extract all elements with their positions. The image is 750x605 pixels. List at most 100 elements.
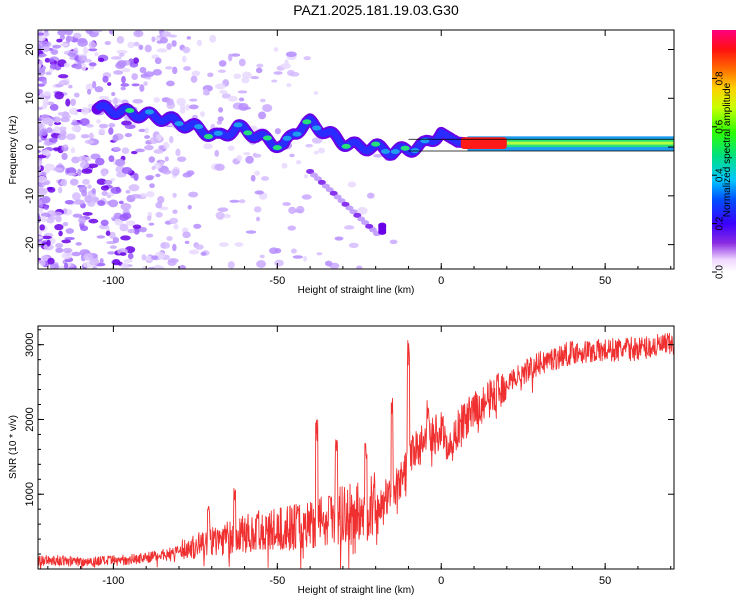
- spectrogram-noise-blob: [175, 148, 181, 157]
- spectrogram-noise-blob: [94, 51, 99, 57]
- spectrogram-noise-blob: [373, 154, 383, 158]
- spectrogram-noise-blob: [128, 184, 140, 192]
- spectrogram-noise-blob: [145, 175, 154, 181]
- spectrogram-noise-blob: [188, 191, 199, 198]
- spectrogram-noise-blob: [92, 265, 97, 269]
- spectrogram-noise-blob: [253, 153, 262, 158]
- spectrogram-noise-blob: [87, 163, 99, 169]
- spectrogram-noise-blob: [42, 78, 47, 86]
- spectrogram-noise-blob: [124, 132, 133, 138]
- y-tick-label: 3000: [24, 332, 36, 356]
- ridge-peak-core: [460, 137, 507, 150]
- spectrogram-streak-blob: [357, 216, 366, 222]
- spectrogram-noise-blob: [159, 36, 168, 44]
- spectrogram-noise-blob: [49, 58, 55, 63]
- spectrogram-noise-blob: [188, 249, 200, 255]
- spectrogram-noise-blob: [234, 242, 244, 247]
- spectrogram-noise-blob: [273, 47, 279, 52]
- spectrogram-noise-blob: [120, 83, 130, 87]
- spectrogram-noise-blob: [38, 106, 43, 111]
- spectrogram-noise-blob: [96, 235, 106, 239]
- spectrogram-noise-blob: [274, 259, 284, 267]
- spectrogram-noise-blob: [121, 167, 133, 174]
- spectrogram-noise-blob: [295, 160, 302, 165]
- spectrogram-noise-blob: [57, 133, 67, 141]
- spectrogram-noise-blob: [87, 184, 92, 189]
- spectrogram-noise-blob: [104, 179, 113, 185]
- spectrogram-noise-blob: [127, 41, 135, 49]
- spectrogram-streak-blob: [353, 212, 362, 218]
- spectrogram-noise-blob: [49, 215, 57, 220]
- spectrogram-noise-blob: [113, 146, 121, 151]
- spectrogram-noise-blob: [54, 223, 64, 231]
- spectrogram-noise-blob: [100, 185, 110, 191]
- ridge-blob: [371, 141, 381, 147]
- spectrogram-noise-blob: [172, 66, 178, 75]
- spectrogram-noise-blob: [356, 265, 363, 269]
- spectrogram-noise-blob: [77, 155, 88, 162]
- spectrogram-noise-blob: [120, 86, 126, 91]
- spectrogram-noise-blob: [38, 228, 42, 237]
- spectrogram-noise-blob: [324, 260, 333, 267]
- spectrogram-noise-blob: [121, 75, 126, 84]
- x-tick-label: -50: [269, 275, 285, 287]
- spectrogram-noise-blob: [256, 63, 264, 68]
- spectrogram-noise-blob: [168, 34, 178, 38]
- spectrogram-noise-blob: [127, 252, 134, 260]
- spectrogram-noise-blob: [100, 168, 107, 177]
- x-tick-label: -100: [102, 575, 124, 587]
- spectrogram-noise-blob: [95, 157, 105, 166]
- spectrogram-noise-blob: [88, 48, 98, 52]
- snr-series-line: [38, 332, 674, 569]
- spectrogram-noise-blob: [120, 262, 129, 269]
- spectrogram-noise-blob: [166, 80, 175, 87]
- spectrogram-noise-blob: [115, 158, 126, 167]
- spectrogram-noise-blob: [169, 217, 179, 225]
- spectrogram-noise-blob: [254, 170, 260, 176]
- spectrogram-noise-blob: [132, 98, 144, 104]
- y-tick-label: 2000: [24, 407, 36, 431]
- spectrogram-noise-blob: [38, 154, 47, 159]
- spectrogram-noise-blob: [38, 198, 43, 205]
- spectrogram-noise-blob: [218, 107, 224, 113]
- spectrogram-noise-blob: [168, 258, 179, 264]
- snr-panel: -100 -50 0 50 1000 2000 3000 Height of straigh…: [8, 325, 675, 596]
- spectrogram-noise-blob: [182, 46, 191, 54]
- spectrogram-noise-blob: [172, 192, 177, 198]
- spectrogram-noise-blob: [186, 170, 195, 176]
- colorbar: 0.0 0.2 0.4 0.6 0.8 Normalized spectral ampl…: [712, 30, 736, 279]
- spectrogram-noise-blob: [131, 150, 138, 155]
- spectrogram-noise-blob: [148, 156, 156, 163]
- colorbar-ticks: 0.0 0.2 0.4 0.6 0.8: [712, 71, 726, 279]
- spectrogram-noise-blob: [241, 71, 252, 79]
- spectrogram-noise-blob: [58, 230, 63, 237]
- spectrogram-noise-blob: [153, 149, 164, 154]
- spectrogram-noise-blob: [56, 216, 61, 223]
- spectrogram-noise-blob: [71, 125, 81, 132]
- spectrogram-noise-blob: [70, 147, 76, 154]
- spectrogram-noise-blob: [273, 71, 283, 75]
- colorbar-tick-label: 0.0: [715, 265, 726, 279]
- spectrogram-noise-blob: [217, 207, 229, 212]
- spectrogram-noise-blob: [259, 98, 266, 103]
- spectrogram-noise-blob: [38, 53, 47, 57]
- spectrogram-noise-blob: [138, 128, 147, 133]
- spectrogram-noise-blob: [70, 98, 77, 106]
- spectrogram-noise-blob: [85, 124, 94, 128]
- spectrogram-noise-blob: [160, 31, 172, 38]
- spectrogram-noise-blob: [389, 239, 398, 245]
- spectrogram-noise-blob: [62, 221, 69, 227]
- spectrogram-noise-blob: [96, 119, 101, 124]
- spectrogram-noise-blob: [108, 155, 115, 163]
- ridge-blob: [203, 134, 213, 140]
- spectrogram-noise-blob: [38, 260, 44, 264]
- spectrogram-noise-blob: [52, 167, 64, 172]
- spectrogram-noise-blob: [50, 49, 59, 55]
- spectrogram-noise-blob: [139, 193, 147, 198]
- spectrogram-noise-blob: [159, 206, 169, 211]
- spectrogram-noise-blob: [166, 43, 172, 51]
- spectrogram-noise-blob: [88, 40, 97, 49]
- spectrogram-noise-blob: [303, 56, 311, 61]
- spectrogram-noise-blob: [121, 120, 132, 126]
- spectrogram-streak-blob: [337, 198, 346, 204]
